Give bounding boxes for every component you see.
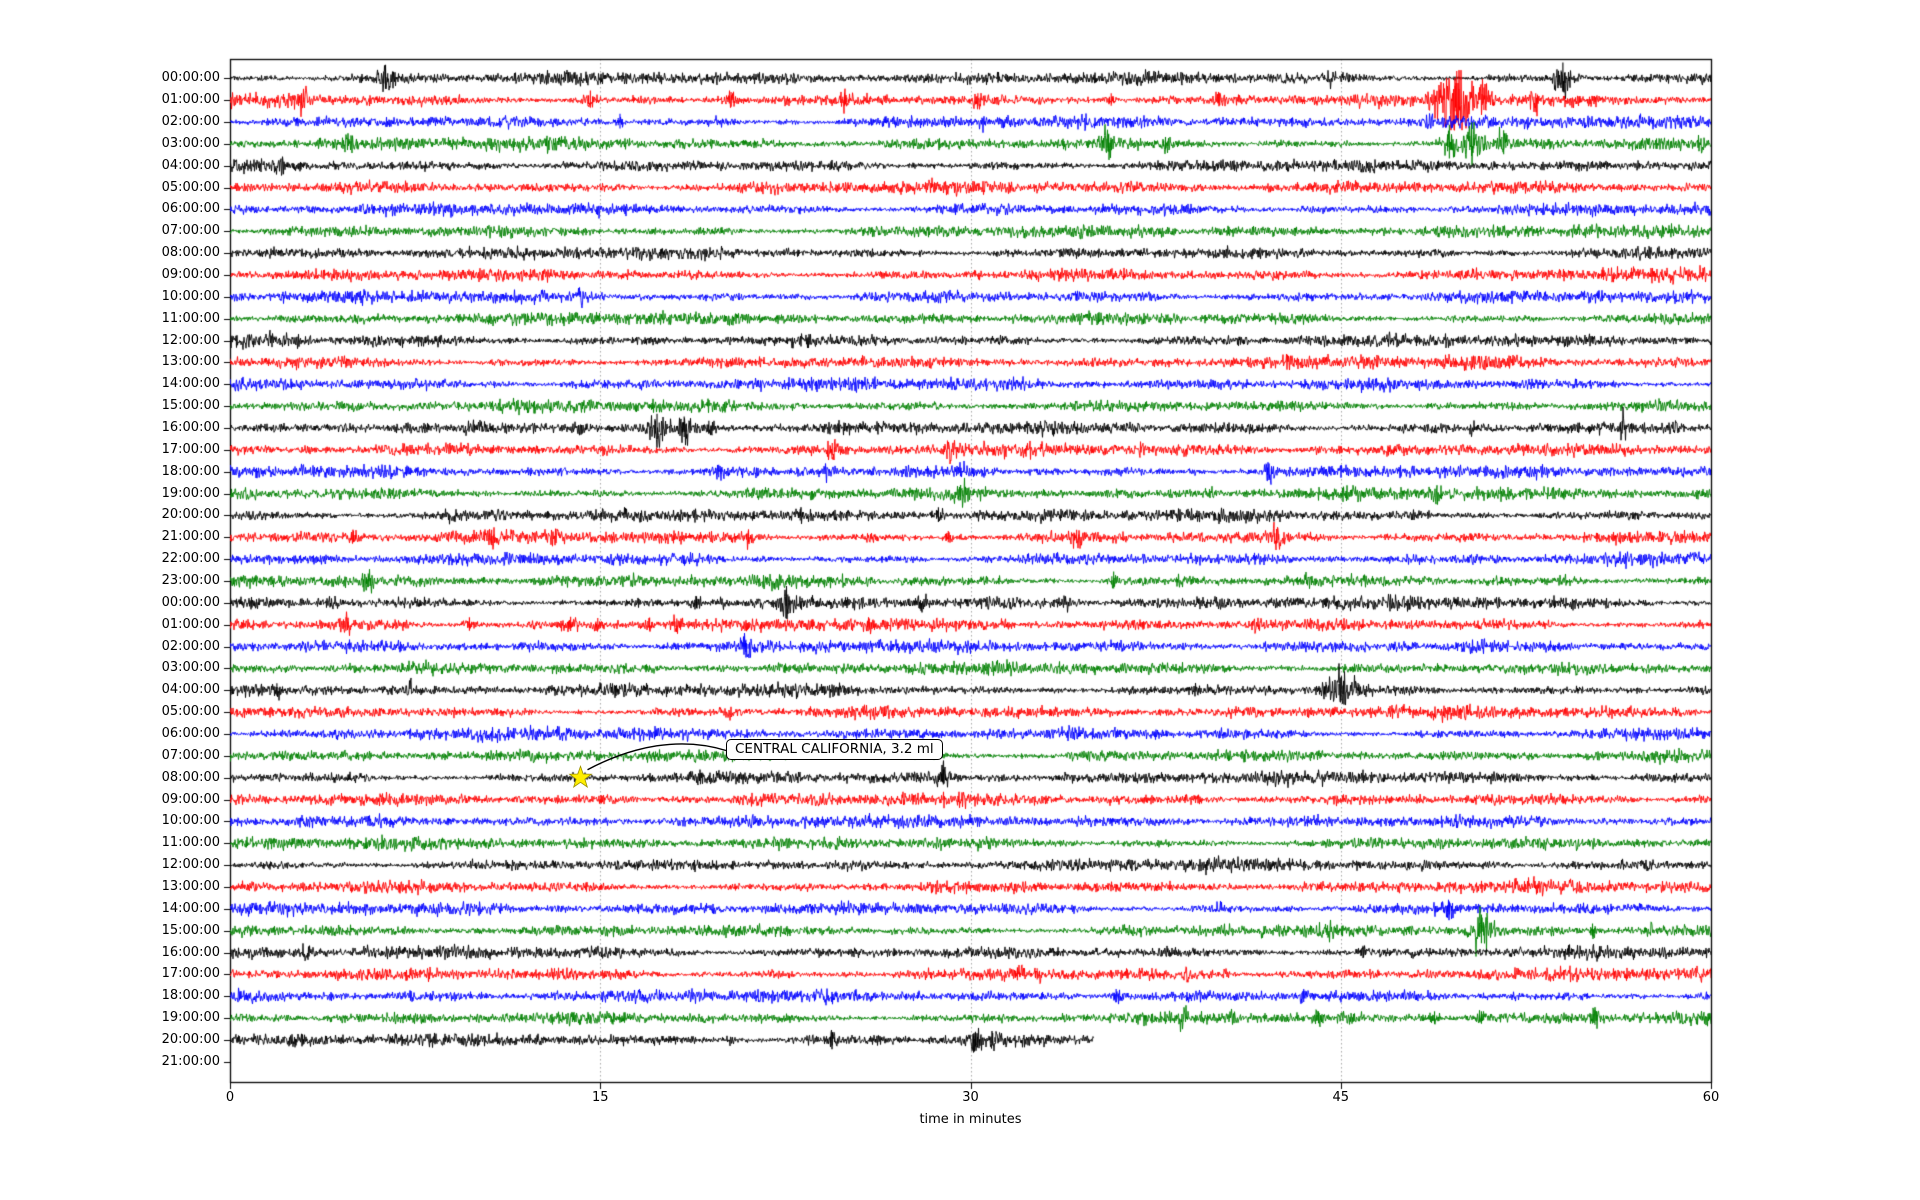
y-tick-label: 20:00:00 (161, 1032, 220, 1047)
y-tick-label: 04:00:00 (161, 157, 220, 173)
y-tick-label: 03:00:00 (161, 135, 220, 151)
y-tick-label: 02:00:00 (161, 114, 220, 129)
y-tick-label: 18:00:00 (161, 463, 220, 479)
y-tick-label: 11:00:00 (161, 310, 220, 326)
y-tick-label: 12:00:00 (161, 857, 220, 873)
y-tick-label: 16:00:00 (161, 420, 220, 435)
x-axis-title: time in minutes (919, 1112, 1022, 1127)
y-tick-label: 15:00:00 (161, 398, 220, 414)
y-tick-label: 09:00:00 (161, 791, 220, 807)
y-tick-label: 14:00:00 (161, 900, 220, 916)
y-tick-label: 14:00:00 (161, 376, 220, 392)
y-tick-label: 09:00:00 (161, 267, 220, 282)
y-tick-label: 17:00:00 (161, 966, 220, 982)
y-tick-label: 05:00:00 (161, 704, 220, 720)
y-tick-label: 21:00:00 (161, 529, 220, 545)
y-tick-label: 11:00:00 (161, 835, 220, 851)
y-tick-label: 02:00:00 (161, 638, 220, 654)
x-tick-label: 45 (1332, 1090, 1350, 1105)
y-tick-label: 06:00:00 (161, 726, 220, 741)
x-tick-label: 30 (962, 1090, 979, 1105)
y-tick-label: 10:00:00 (161, 288, 220, 304)
y-tick-label: 13:00:00 (161, 354, 220, 370)
y-tick-label: 19:00:00 (161, 485, 220, 501)
y-tick-label: 12:00:00 (161, 332, 220, 348)
y-tick-label: 01:00:00 (161, 616, 220, 632)
y-tick-label: 22:00:00 (161, 551, 220, 567)
event-annotation-box: CENTRAL CALIFORNIA, 3.2 ml (726, 739, 943, 760)
y-tick-label: 03:00:00 (161, 660, 220, 676)
y-tick-label: 17:00:00 (161, 441, 220, 457)
y-tick-label: 21:00:00 (161, 1053, 220, 1069)
event-annotation-text: CENTRAL CALIFORNIA, 3.2 ml (735, 741, 934, 757)
x-tick-label: 15 (591, 1090, 609, 1105)
y-tick-label: 19:00:00 (161, 1010, 220, 1026)
y-tick-label: 10:00:00 (161, 813, 220, 829)
x-tick-label: 60 (1702, 1090, 1720, 1105)
y-tick-label: 06:00:00 (161, 201, 220, 217)
y-tick-label: 23:00:00 (161, 573, 220, 588)
y-tick-label: 20:00:00 (161, 507, 220, 523)
y-tick-label: 08:00:00 (161, 245, 220, 261)
y-tick-label: 16:00:00 (161, 944, 220, 960)
y-tick-label: 15:00:00 (161, 922, 220, 938)
y-tick-label: 00:00:00 (161, 594, 220, 610)
y-tick-label: 07:00:00 (161, 747, 220, 763)
y-tick-label: 05:00:00 (161, 179, 220, 195)
y-tick-label: 07:00:00 (161, 223, 220, 239)
y-tick-label: 18:00:00 (161, 988, 220, 1004)
y-tick-label: 01:00:00 (161, 92, 220, 108)
y-tick-label: 00:00:00 (161, 70, 220, 86)
y-tick-label: 04:00:00 (161, 682, 220, 698)
x-tick-label: 0 (225, 1090, 235, 1105)
y-tick-label: 08:00:00 (161, 769, 220, 785)
y-tick-label: 13:00:00 (161, 879, 220, 894)
